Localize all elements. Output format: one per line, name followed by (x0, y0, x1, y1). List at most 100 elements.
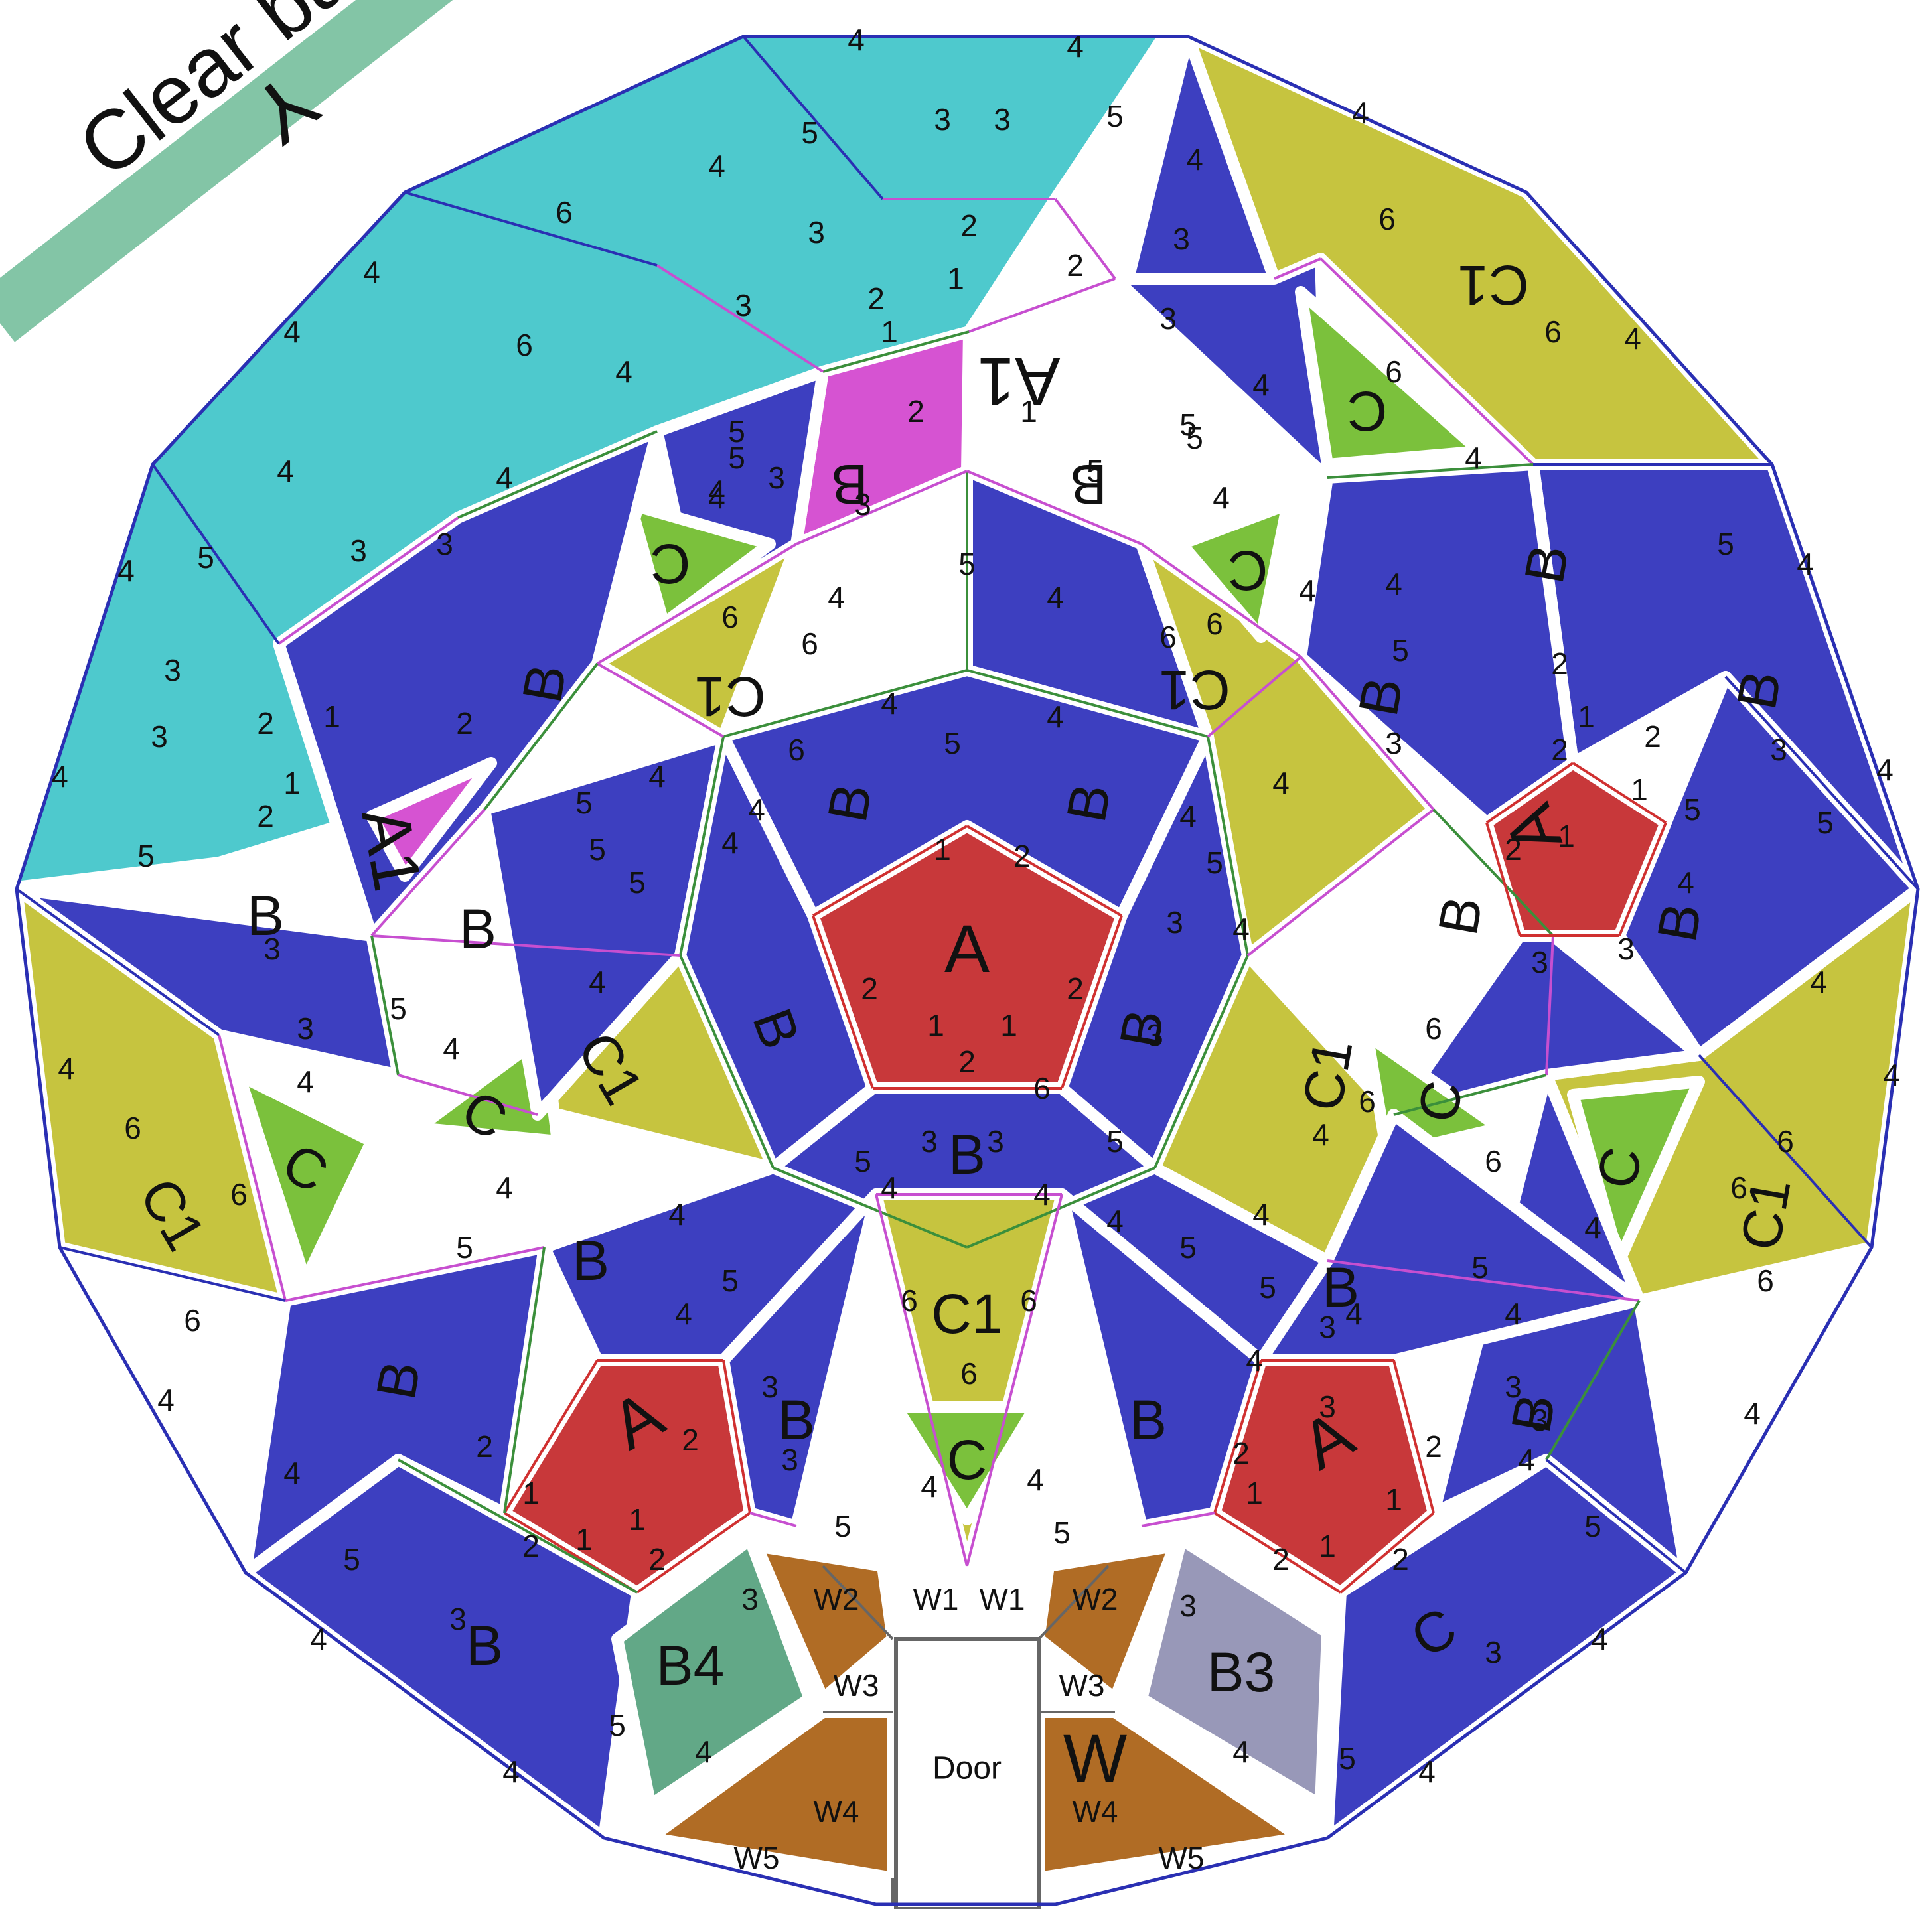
panel-label-c1p3: C1 (1457, 254, 1528, 317)
strut-label-133: 5 (609, 1708, 626, 1742)
strut-label-144: 5 (1684, 792, 1701, 827)
strut-label-41: 4 (1067, 29, 1084, 64)
strut-label-122: 3 (1531, 1403, 1548, 1437)
strut-label-37: 2 (867, 281, 885, 316)
panel-label-c1: C (650, 533, 691, 595)
strut-label-164: 4 (1272, 766, 1290, 800)
strut-64 (749, 1512, 797, 1527)
strut-label-128: 5 (1339, 1741, 1356, 1776)
strut-label-106: 6 (960, 1356, 978, 1391)
strut-label-95: 4 (668, 1197, 686, 1232)
strut-label-66: 5 (137, 839, 155, 873)
strut-label-9: 4 (881, 1170, 898, 1205)
panel-c-far-left (233, 1069, 378, 1287)
strut-label-91: 1 (522, 1476, 540, 1510)
strut-label-15: 4 (881, 686, 898, 721)
strut-label-52: 4 (277, 454, 294, 488)
strut-36 (722, 1360, 751, 1514)
strut-49 (656, 264, 824, 373)
strut-60 (875, 1194, 968, 1567)
strut-4 (812, 825, 968, 917)
panel-c-upper-left (625, 498, 776, 630)
w-strut-label-4: W3 (834, 1668, 879, 1703)
strut-54 (457, 430, 658, 519)
strut-label-173: 5 (1179, 407, 1197, 442)
door[interactable]: Door (894, 1637, 1041, 1909)
strut-7 (1153, 955, 1249, 1168)
strut-16 (371, 934, 681, 957)
strut-5 (966, 669, 1209, 738)
panel-label-b14: B (247, 884, 284, 947)
strut-label-181: 6 (1385, 354, 1402, 389)
strut-74 (1545, 1458, 1687, 1574)
strut-11 (679, 736, 725, 956)
strut-29 (398, 1074, 538, 1116)
panel-label-a1p1: A1 (978, 344, 1061, 419)
strut-label-6: 2 (1067, 971, 1084, 1006)
strut-label-134: 4 (1505, 1297, 1522, 1331)
panel-label-c1p1: C1 (694, 666, 765, 728)
strut-65 (1141, 1512, 1215, 1527)
panel-label-c1p2: C1 (1159, 659, 1230, 721)
strut-label-59: 3 (151, 719, 168, 754)
strut-21 (1432, 808, 1554, 937)
strut-label-63: 1 (323, 699, 340, 734)
strut-label-81: 4 (283, 1456, 301, 1490)
strut-42 (1339, 1512, 1435, 1594)
strut-label-89: 1 (629, 1502, 646, 1537)
w-strut-label-7: W4 (1073, 1794, 1118, 1829)
strut-label-108: 5 (1179, 1230, 1197, 1265)
strut-label-86: 2 (522, 1529, 540, 1563)
door-frame (894, 1637, 1041, 1909)
strut-label-129: 4 (1232, 1734, 1250, 1769)
strut-label-27: 5 (728, 441, 745, 475)
panel-label-c2: C (1228, 539, 1268, 602)
strut-label-143: 6 (1757, 1263, 1774, 1298)
strut-28 (370, 935, 400, 1076)
w-strut-label-1: W1 (913, 1582, 959, 1616)
strut-label-118: 1 (1385, 1482, 1402, 1517)
strut-label-65: 1 (283, 766, 301, 800)
strut-label-34: 2 (907, 394, 925, 429)
strut-label-127: 4 (1418, 1754, 1436, 1789)
panel-w2-right (1033, 1540, 1181, 1705)
strut-label-172: 3 (1146, 1018, 1163, 1052)
panel-label-c1p7: C1 (1728, 1174, 1802, 1255)
strut-label-189: 4 (648, 759, 666, 794)
strut-label-124: 5 (1584, 1509, 1601, 1543)
strut-label-110: 5 (1259, 1270, 1276, 1305)
strut-48 (822, 330, 970, 373)
strut-label-169: 4 (1312, 1117, 1329, 1152)
strut-label-56: 5 (197, 540, 214, 575)
strut-label-68: 5 (589, 832, 606, 867)
strut-44 (1213, 1360, 1262, 1514)
strut-17 (596, 662, 725, 738)
strut-34 (1485, 762, 1574, 824)
strut-8 (966, 1167, 1155, 1249)
strut-label-79: 6 (184, 1303, 201, 1338)
strut-label-31: 2 (960, 208, 978, 243)
strut-label-22: 6 (1206, 606, 1223, 641)
strut-label-2: 1 (927, 1008, 944, 1042)
strut-label-97: 4 (675, 1297, 692, 1331)
strut-label-186: 3 (854, 487, 871, 522)
strut-label-48: 3 (808, 215, 825, 249)
strut-label-149: 2 (1505, 832, 1522, 867)
strut-label-18: 4 (1179, 799, 1197, 833)
strut-label-42: 5 (801, 115, 818, 150)
strut-label-11: 5 (854, 1144, 871, 1178)
strut-label-150: 1 (1558, 819, 1575, 853)
strut-label-96: 5 (721, 1263, 739, 1298)
strut-label-185: 3 (768, 460, 785, 495)
strut-label-47: 4 (363, 255, 380, 289)
panel-b-lower-right-3 (1255, 1109, 1645, 1366)
strut-label-165: 4 (1232, 912, 1250, 946)
strut-label-145: 2 (1551, 646, 1568, 681)
strut-label-70: 4 (589, 965, 606, 999)
strut-12 (723, 669, 968, 738)
strut-label-101: 4 (921, 1469, 938, 1504)
strut-label-78: 6 (230, 1177, 248, 1212)
strut-label-64: 2 (456, 706, 473, 741)
panel-label-b22: B (466, 1614, 503, 1677)
panel-label-a1p2: A1 (347, 802, 436, 897)
